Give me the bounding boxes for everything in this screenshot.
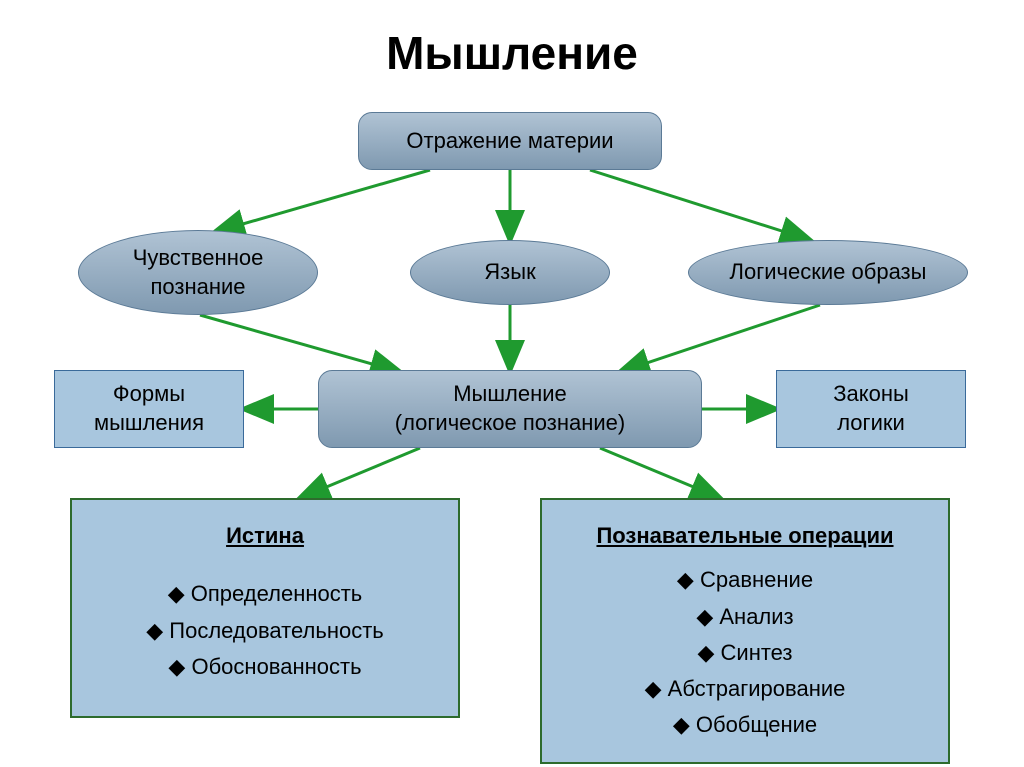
node-sensory-label: Чувственноепознание: [133, 244, 264, 301]
node-laws: Законылогики: [776, 370, 966, 448]
list-item: ◆ Синтез: [562, 635, 928, 671]
list-item: ◆ Анализ: [562, 599, 928, 635]
node-forms-label: Формымышления: [94, 380, 204, 437]
list-item: ◆ Определенность: [92, 576, 438, 612]
node-reflection: Отражение материи: [358, 112, 662, 170]
diagram-title: Мышление: [0, 26, 1024, 80]
list-item: ◆ Сравнение: [562, 562, 928, 598]
list-ops-title: Познавательные операции: [562, 518, 928, 554]
node-logimg-label: Логические образы: [730, 258, 927, 287]
list-item: ◆ Обоснованность: [92, 649, 438, 685]
node-thinking: Мышление(логическое познание): [318, 370, 702, 448]
list-item: ◆ Обобщение: [562, 707, 928, 743]
list-box-truth: Истина ◆ Определенность ◆ Последовательн…: [70, 498, 460, 718]
node-laws-label: Законылогики: [833, 380, 909, 437]
node-reflection-label: Отражение материи: [406, 127, 613, 156]
node-thinking-label: Мышление(логическое познание): [395, 380, 625, 437]
node-sensory: Чувственноепознание: [78, 230, 318, 315]
list-item: ◆ Последовательность: [92, 613, 438, 649]
list-box-operations: Познавательные операции ◆ Сравнение ◆ Ан…: [540, 498, 950, 764]
node-logical-images: Логические образы: [688, 240, 968, 305]
node-language: Язык: [410, 240, 610, 305]
list-truth-title: Истина: [92, 518, 438, 554]
node-forms: Формымышления: [54, 370, 244, 448]
list-item: ◆ Абстрагирование: [562, 671, 928, 707]
node-language-label: Язык: [484, 258, 535, 287]
